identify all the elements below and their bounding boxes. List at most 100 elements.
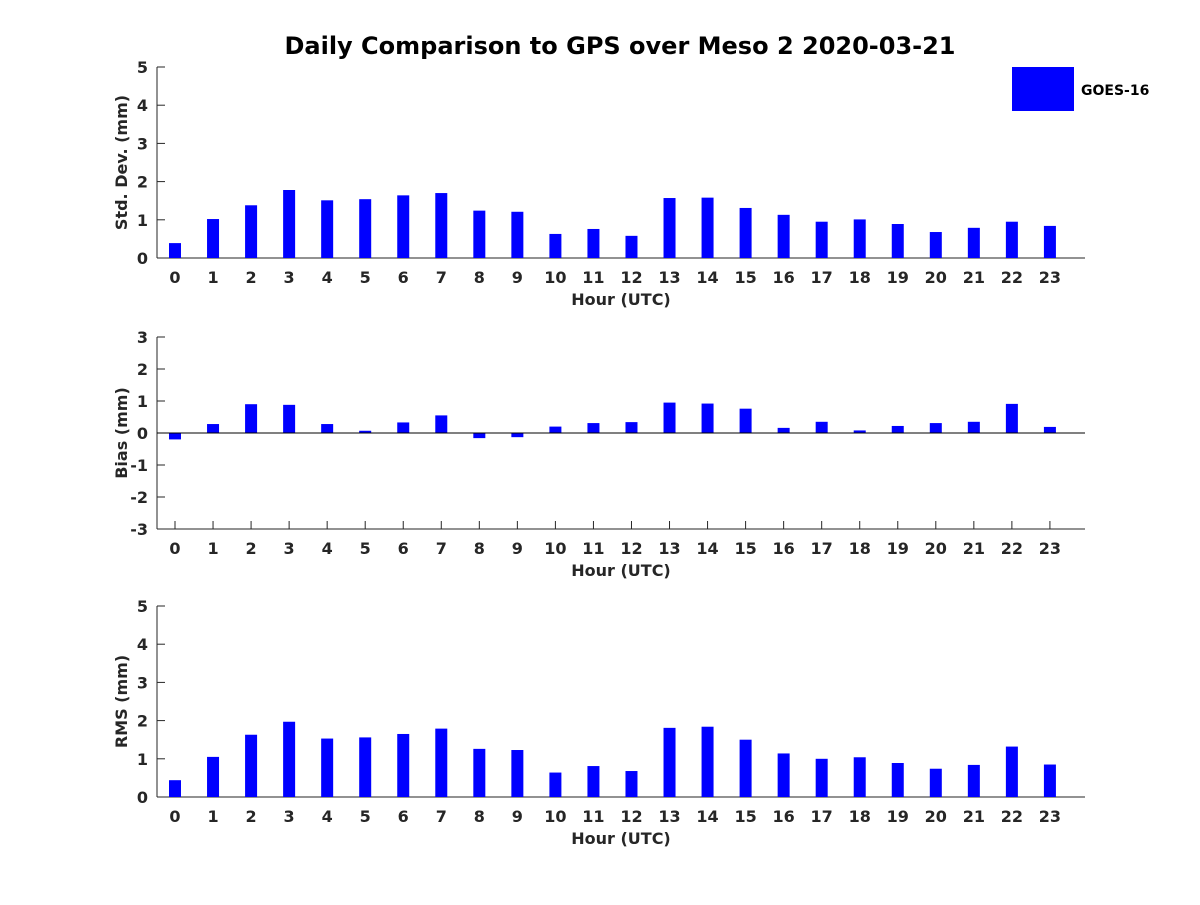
rms-bar [397,733,410,797]
bias-x-tick-label: 18 [849,539,871,558]
std-dev-bar [853,219,866,258]
std-dev-bar [245,205,258,258]
bias-bar [359,430,372,433]
std-dev-bar [169,243,181,258]
bias-x-tick-label: 19 [887,539,909,558]
rms-x-tick-label: 13 [658,807,680,826]
bias-x-tick-label: 10 [544,539,566,558]
rms-bar [473,748,486,797]
std-dev-bar [625,235,638,258]
std-dev-x-tick-label: 11 [582,268,604,287]
bias-y-tick-label: 0 [137,424,148,443]
std-dev-x-tick-label: 19 [887,268,909,287]
std-dev-x-tick-label: 17 [811,268,833,287]
bias-bar [663,402,676,433]
std-dev-y-tick-label: 3 [137,134,148,153]
std-dev-bar [777,214,790,258]
std-dev-bar [511,211,524,258]
rms-y-tick-label: 4 [137,635,148,654]
bias-x-tick-label: 20 [925,539,947,558]
rms-bar [359,737,372,797]
rms-x-tick-label: 17 [811,807,833,826]
rms-x-tick-label: 18 [849,807,871,826]
bias-bar [739,408,752,433]
rms-bar [245,734,258,797]
bias-x-tick-label: 22 [1001,539,1023,558]
rms-y-tick-label: 2 [137,712,148,731]
rms-bar [815,758,828,797]
std-dev-x-tick-label: 4 [322,268,333,287]
bias-bar [397,422,410,433]
std-dev-bar [587,228,600,258]
bias-bar [283,404,296,433]
std-dev-x-tick-label: 3 [284,268,295,287]
bias-x-tick-label: 14 [696,539,718,558]
rms-bar [169,780,181,797]
std-dev-x-tick-label: 22 [1001,268,1023,287]
rms-x-tick-label: 8 [474,807,485,826]
rms-y-tick-label: 3 [137,673,148,692]
rms-bar [511,750,524,797]
std-dev-bar [967,227,980,258]
figure-title: Daily Comparison to GPS over Meso 2 2020… [284,32,955,60]
rms-x-tick-label: 11 [582,807,604,826]
std-dev-bar [663,198,676,258]
std-dev-bar [701,197,714,258]
rms-bar [587,766,600,797]
bias-bar [967,421,980,433]
rms-bar [929,768,942,797]
bias-bar [321,424,334,433]
std-dev-x-tick-label: 8 [474,268,485,287]
rms-x-tick-label: 19 [887,807,909,826]
bias-x-tick-label: 11 [582,539,604,558]
rms-x-tick-label: 5 [360,807,371,826]
rms-bar [625,771,638,797]
bias-bar [777,427,790,433]
rms-bar [777,753,790,797]
std-dev-x-tick-label: 0 [169,268,180,287]
rms-bar [1043,764,1056,797]
bias-x-tick-label: 15 [734,539,756,558]
bias-x-tick-label: 5 [360,539,371,558]
rms-bar [891,763,904,797]
rms-x-tick-label: 14 [696,807,718,826]
std-dev-x-tick-label: 10 [544,268,566,287]
std-dev-y-tick-label: 5 [137,58,148,77]
bias-x-tick-label: 12 [620,539,642,558]
bias-x-tick-label: 13 [658,539,680,558]
std-dev-x-axis-label: Hour (UTC) [571,290,671,309]
std-dev-x-tick-label: 12 [620,268,642,287]
bias-bar [1043,426,1056,433]
bias-bar [169,433,181,440]
rms-y-tick-label: 0 [137,788,148,807]
bias-x-tick-label: 1 [207,539,218,558]
std-dev-bar [815,221,828,258]
legend-label-goes16: GOES-16 [1081,83,1149,99]
std-dev-bar [891,224,904,258]
rms-bar [207,756,220,797]
rms-bar [435,728,448,797]
bias-x-axis-label: Hour (UTC) [571,561,671,580]
std-dev-bar [1043,225,1056,258]
bias-x-tick-label: 7 [436,539,447,558]
legend-swatch-goes16 [1012,67,1074,111]
rms-y-axis-label: RMS (mm) [112,655,131,748]
rms-bar [853,757,866,797]
rms-x-tick-label: 10 [544,807,566,826]
rms-bar [283,721,296,797]
std-dev-x-tick-label: 18 [849,268,871,287]
bias-bar [853,430,866,433]
std-dev-x-tick-label: 2 [246,268,257,287]
bias-x-tick-label: 23 [1039,539,1061,558]
std-dev-y-axis-label: Std. Dev. (mm) [112,95,131,230]
rms-bar [1005,746,1018,797]
rms-x-tick-label: 21 [963,807,985,826]
bias-bar [625,422,638,433]
rms-bar [739,739,752,797]
bias-bar [245,404,258,433]
bias-bar [511,433,524,438]
rms-x-tick-label: 20 [925,807,947,826]
